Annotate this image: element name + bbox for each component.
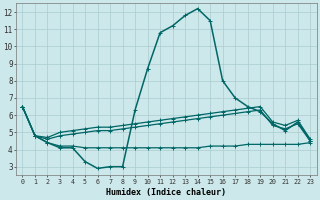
X-axis label: Humidex (Indice chaleur): Humidex (Indice chaleur) [106, 188, 226, 197]
